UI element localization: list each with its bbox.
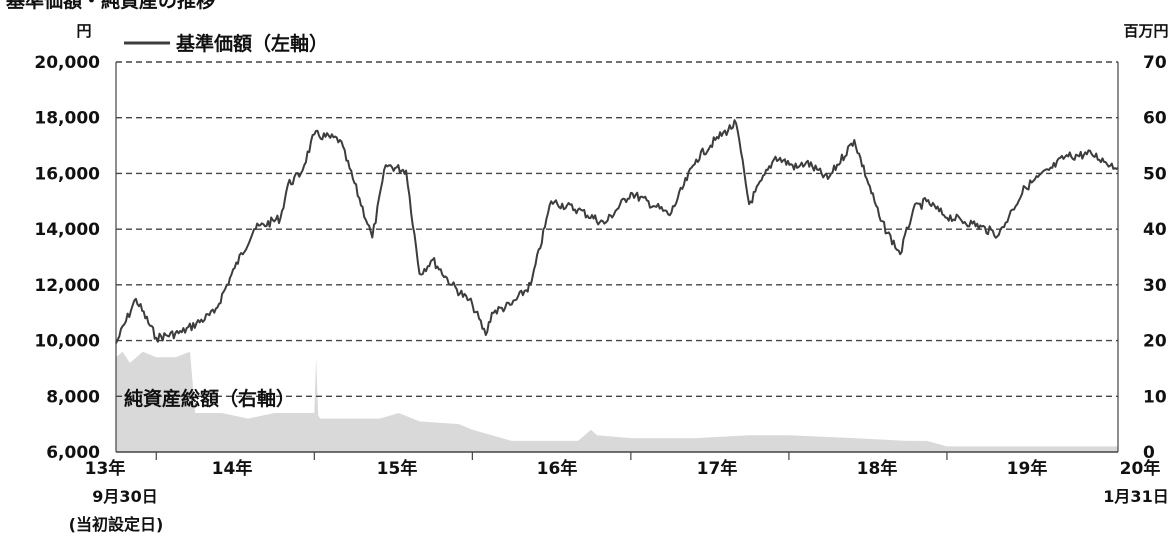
net-assets-area-layer bbox=[116, 351, 1118, 452]
y-tick-left: 8,000 bbox=[46, 387, 100, 407]
y-tick-right: 70 bbox=[1143, 53, 1167, 73]
price-line-layer bbox=[115, 119, 1119, 344]
area-series-label: 純資産総額（右軸） bbox=[124, 387, 295, 410]
net-assets-area bbox=[116, 351, 1118, 452]
left-axis-unit: 円 bbox=[76, 22, 91, 40]
y-tick-left: 10,000 bbox=[34, 332, 100, 352]
right-axis-unit: 百万円 bbox=[1123, 22, 1168, 40]
y-tick-left: 6,000 bbox=[46, 443, 100, 463]
y-tick-right: 60 bbox=[1143, 109, 1167, 129]
axes: 20,000 70 18,000 60 16,000 50 14,000 40 12,000 30… bbox=[34, 53, 1166, 479]
y-tick-left: 16,000 bbox=[34, 164, 100, 184]
x-start-date: 9月30日 bbox=[92, 487, 157, 506]
x-tick-label: 16年 bbox=[537, 458, 578, 479]
y-tick-right: 50 bbox=[1143, 164, 1167, 184]
y-tick-right: 20 bbox=[1143, 332, 1167, 352]
x-tick-label: 17年 bbox=[697, 458, 738, 479]
gridlines bbox=[116, 61, 1118, 397]
y-tick-right: 0 bbox=[1143, 443, 1155, 463]
x-tick-label: 15年 bbox=[377, 458, 418, 479]
x-tick-label: 19年 bbox=[1007, 458, 1048, 479]
y-tick-right: 30 bbox=[1143, 276, 1167, 296]
x-tick-label: 14年 bbox=[212, 458, 253, 479]
price-line bbox=[115, 119, 1119, 344]
x-tick-label: 18年 bbox=[857, 458, 898, 479]
y-tick-left: 18,000 bbox=[34, 109, 100, 129]
x-tick-label: 20年 bbox=[1120, 458, 1161, 479]
x-end-date: 1月31日 bbox=[1103, 487, 1168, 506]
x-start-note: (当初設定日) bbox=[69, 515, 164, 534]
x-tick-label: 13年 bbox=[85, 458, 126, 479]
y-tick-left: 20,000 bbox=[34, 53, 100, 73]
y-tick-right: 40 bbox=[1143, 220, 1167, 240]
y-tick-left: 12,000 bbox=[34, 276, 100, 296]
y-tick-left: 14,000 bbox=[34, 220, 100, 240]
legend-price-label: 基準価額（左軸） bbox=[175, 32, 328, 55]
chart-title: 基準価額・純資産の推移 bbox=[6, 0, 216, 12]
y-tick-right: 10 bbox=[1143, 387, 1167, 407]
